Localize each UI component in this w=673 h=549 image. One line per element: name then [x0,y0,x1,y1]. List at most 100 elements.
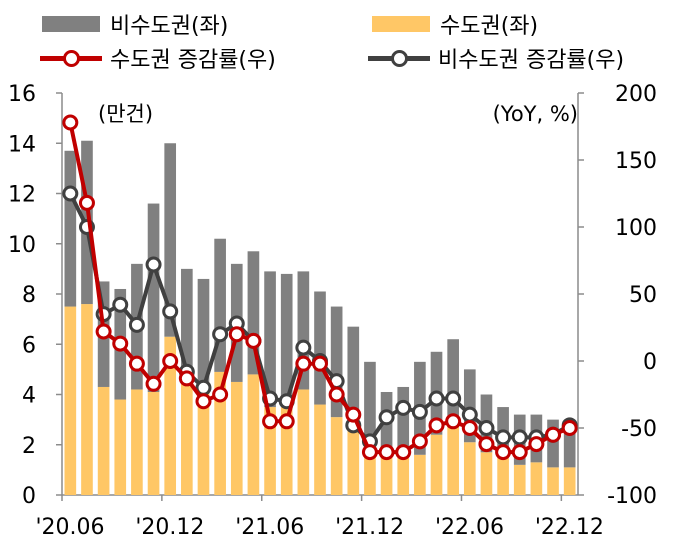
non-capital-growth-point [495,429,512,446]
non-capital-bar [330,306,343,418]
right-tick-label: 200 [615,82,657,107]
non-capital-bar [197,278,210,382]
legend-capital-growth: 수도권 증감률(우) [40,42,276,74]
legend-label-capital-growth: 수도권 증감률(우) [110,48,276,73]
capital-growth-point [345,406,362,423]
capital-growth-point [195,393,212,410]
capital-bar [530,462,543,495]
x-tick-label: '20.12 [135,515,204,540]
left-tick-label: 4 [22,384,36,409]
non-capital-growth-point [511,429,528,446]
capital-growth-point [145,375,162,392]
capital-growth-point [212,386,229,403]
capital-bar [114,399,127,495]
right-tick-label: 50 [629,283,657,308]
right-tick-label: -100 [607,484,657,509]
non-capital-bar [214,238,226,372]
capital-growth-point [361,444,378,461]
left-tick-label: 12 [8,183,36,208]
capital-growth-point [561,420,578,436]
capital-growth-point [461,420,478,436]
capital-growth-point [478,436,495,453]
legend-label-non-capital: 비수도권(좌) [110,14,229,39]
capital-bar [297,389,310,495]
capital-bar [497,457,509,495]
right-tick-label: 150 [615,149,657,174]
capital-bar [131,389,143,495]
legend-non-capital-growth: 비수도권 증감률(우) [368,42,624,74]
legend-swatch-non-capital-growth [368,48,430,68]
non-capital-growth-point [395,399,412,416]
right-tick-label: 100 [615,216,657,241]
capital-bar [264,407,276,495]
capital-growth-point [62,114,79,131]
capital-bar [181,366,193,495]
non-capital-bar [547,419,559,468]
capital-bar [230,381,243,495]
legend-label-capital: 수도권(좌) [440,14,539,39]
capital-growth-point [445,413,462,430]
capital-growth-point [545,426,562,443]
non-capital-growth-point [461,406,478,423]
left-tick-label: 16 [8,82,36,107]
non-capital-bar [397,386,410,453]
non-capital-bar [347,326,360,430]
non-capital-growth-point [112,296,129,313]
left-tick-label: 10 [8,233,36,258]
left-tick-label: 6 [22,333,36,358]
left-tick-label: 0 [22,484,36,509]
capital-bar [214,371,226,495]
capital-growth-point [128,355,145,372]
non-capital-bar [280,273,293,408]
non-capital-growth-point [62,185,79,202]
capital-bar [513,464,526,495]
capital-bar [347,429,360,495]
capital-bar [447,424,459,495]
capital-growth-point [395,444,412,461]
non-capital-growth-point [445,390,462,407]
capital-growth-point [411,433,428,450]
non-capital-growth-point [128,316,145,333]
capital-growth-point [228,326,245,343]
legend-label-non-capital-growth: 비수도권 증감률(우) [438,48,625,73]
capital-bar [563,467,576,495]
capital-growth-point [178,370,195,387]
non-capital-growth-point [145,256,162,273]
right-unit-label: (YoY, %) [493,102,578,126]
capital-growth-point [428,417,445,434]
non-capital-bar [181,268,193,367]
capital-bar [147,391,160,495]
non-capital-growth-point [212,326,229,343]
x-tick-label: '21.12 [335,515,404,540]
capital-bar [397,452,410,495]
capital-growth-point [295,355,312,372]
right-tick-label: -50 [621,417,657,442]
non-capital-bar [164,143,177,337]
non-capital-bar [364,361,376,450]
capital-bar [164,336,177,495]
left-tick-label: 8 [22,283,36,308]
capital-growth-point [528,436,545,453]
x-tick-label: '22.06 [435,515,504,540]
capital-bar [380,454,393,495]
capital-growth-point [95,323,112,340]
non-capital-bar [463,369,476,443]
capital-bar [81,304,93,495]
non-capital-growth-point [411,403,428,420]
non-capital-bar [297,271,310,390]
non-capital-bar [247,251,260,375]
capital-bar [280,407,293,495]
non-capital-growth-point [162,303,179,320]
left-tick-label: 14 [8,132,36,157]
x-tick-label: '22.12 [535,515,604,540]
capital-bar [197,381,210,495]
axis-labels: 0 2 4 6 8 10 12 14 16 -100 -50 0 50 100 150 200 '20.06 '2… [8,82,657,540]
capital-bar [247,374,260,495]
non-capital-growth-point [428,390,445,407]
capital-growth-point [112,335,129,352]
legend-swatch-non-capital [42,16,100,32]
legend-swatch-capital [372,16,430,32]
x-tick-label: '20.06 [35,515,104,540]
capital-growth-point [262,413,279,430]
